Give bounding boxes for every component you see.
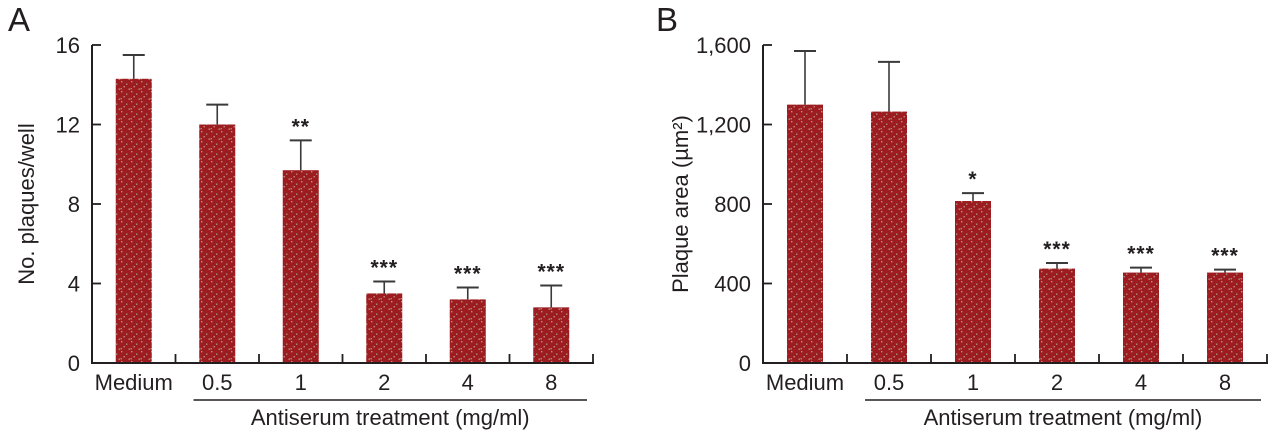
significance-stars: *** — [1211, 245, 1239, 268]
x-category-label: 0.5 — [202, 370, 233, 395]
significance-stars: ** — [292, 115, 310, 138]
bar-4 — [449, 299, 486, 362]
bar-1 — [282, 170, 319, 362]
y-tick-label: 12 — [56, 112, 80, 137]
bar-4 — [1123, 272, 1159, 362]
bar-medium — [787, 104, 823, 362]
significance-stars: *** — [1127, 243, 1155, 266]
bar-0.5 — [199, 124, 236, 362]
y-axis-title: Plaque area (µm²) — [668, 115, 693, 293]
x-category-label: 2 — [378, 370, 390, 395]
y-axis-title: No. plaques/well — [14, 123, 39, 284]
x-category-label: 4 — [462, 370, 474, 395]
x-category-label: 2 — [1051, 370, 1063, 395]
x-category-label: 1 — [295, 370, 307, 395]
y-tick-label: 0 — [739, 351, 751, 376]
significance-stars: *** — [537, 260, 565, 283]
y-tick-label: 800 — [714, 192, 751, 217]
x-category-label: 0.5 — [874, 370, 905, 395]
y-tick-label: 16 — [56, 33, 80, 58]
y-tick-label: 4 — [68, 271, 80, 296]
panel-a-letter: A — [8, 1, 31, 38]
y-tick-label: 1,200 — [696, 112, 751, 137]
bar-8 — [1207, 272, 1243, 362]
x-category-label: 8 — [1219, 370, 1231, 395]
bar-1 — [955, 201, 991, 362]
bar-2 — [1039, 268, 1075, 362]
y-tick-label: 8 — [68, 192, 80, 217]
x-axis-title: Antiserum treatment (mg/ml) — [924, 405, 1203, 430]
significance-stars: *** — [1043, 238, 1071, 261]
x-category-label: 8 — [545, 370, 557, 395]
bar-0.5 — [871, 111, 907, 362]
x-axis-title: Antiserum treatment (mg/ml) — [251, 405, 530, 430]
chart-panel-b: 0 400 800 1,200 1,600 Medium 0.5 * 1 *** 2 *** 4 *** 8… — [668, 33, 1268, 430]
x-category-label: Medium — [766, 370, 844, 395]
y-tick-label: 1,600 — [696, 33, 751, 58]
y-tick-label: 400 — [714, 271, 751, 296]
x-category-label: 1 — [967, 370, 979, 395]
y-tick-label: 0 — [68, 351, 80, 376]
x-category-label: 4 — [1135, 370, 1147, 395]
bar-medium — [115, 78, 152, 362]
significance-stars: * — [968, 168, 977, 191]
bar-8 — [533, 307, 570, 362]
significance-stars: *** — [454, 262, 482, 285]
x-category-label: Medium — [95, 370, 173, 395]
significance-stars: *** — [370, 257, 398, 280]
bar-2 — [366, 293, 403, 362]
chart-panel-a: 0 4 8 12 16 Medium 0.5 ** 1 *** 2 *** 4 *** 8 Antiserum… — [14, 33, 594, 430]
panel-b-letter: B — [656, 1, 679, 38]
